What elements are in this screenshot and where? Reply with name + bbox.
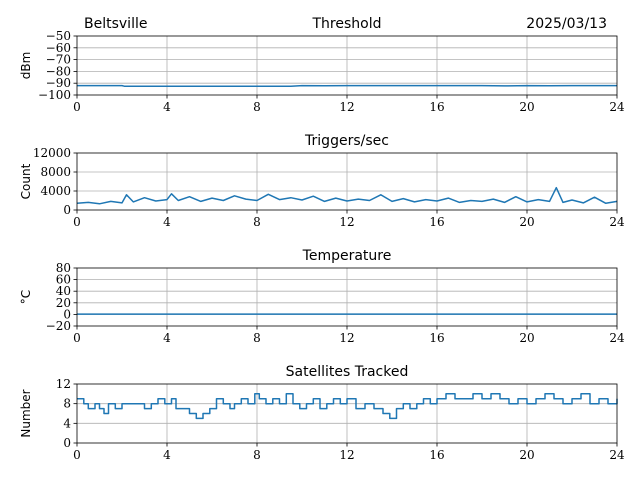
satellites-ytick-label: 0 bbox=[63, 436, 71, 450]
satellites-title: Satellites Tracked bbox=[286, 364, 409, 380]
triggers-ytick-label: 0 bbox=[63, 203, 71, 217]
triggers-ytick-label: 12000 bbox=[33, 146, 71, 160]
satellites-xtick-label: 16 bbox=[429, 448, 444, 462]
temperature-xtick-label: 24 bbox=[609, 331, 625, 345]
station-label: Beltsville bbox=[84, 16, 147, 32]
threshold-ytick-label: −70 bbox=[46, 53, 71, 67]
temperature-xtick-label: 4 bbox=[163, 331, 171, 345]
threshold-ytick-label: −100 bbox=[38, 88, 71, 102]
temperature-xtick-label: 12 bbox=[339, 331, 354, 345]
threshold-xtick-label: 12 bbox=[339, 100, 354, 114]
temperature-ytick-label: 80 bbox=[56, 261, 71, 275]
temperature-ytick-label: 40 bbox=[56, 284, 71, 298]
threshold-series-line bbox=[77, 84, 617, 87]
temperature-ytick-label: 20 bbox=[56, 296, 71, 310]
threshold-title: Threshold bbox=[312, 16, 382, 32]
triggers-xtick-label: 0 bbox=[73, 215, 81, 229]
temperature-xtick-label: 8 bbox=[253, 331, 261, 345]
temperature-ylabel: °C bbox=[19, 290, 33, 304]
satellites-xtick-label: 24 bbox=[609, 448, 625, 462]
temperature-ytick-label: 60 bbox=[56, 273, 71, 287]
triggers-xtick-label: 12 bbox=[339, 215, 354, 229]
temperature-ytick-label: −20 bbox=[46, 319, 71, 333]
panel-satellites: 0 4 8 12 16 20 24 0 4 8 12 Satellites Tracked Number bbox=[19, 364, 625, 462]
triggers-xtick-label: 24 bbox=[609, 215, 625, 229]
triggers-xtick-label: 20 bbox=[519, 215, 534, 229]
triggers-series-line bbox=[76, 186, 618, 205]
satellites-ytick-label: 12 bbox=[56, 377, 71, 391]
satellites-xtick-label: 4 bbox=[163, 448, 171, 462]
threshold-xtick-label: 8 bbox=[253, 100, 261, 114]
satellites-ylabel: Number bbox=[19, 389, 33, 437]
satellites-xtick-label: 12 bbox=[339, 448, 354, 462]
threshold-xtick-label: 24 bbox=[609, 100, 625, 114]
temperature-ytick-label: 0 bbox=[63, 307, 71, 321]
triggers-title: Triggers/sec bbox=[304, 133, 389, 149]
temperature-xtick-label: 0 bbox=[73, 331, 81, 345]
satellites-series-line bbox=[77, 393, 618, 420]
threshold-ytick-label: −90 bbox=[46, 76, 71, 90]
threshold-xtick-label: 4 bbox=[163, 100, 171, 114]
satellites-xtick-label: 20 bbox=[519, 448, 534, 462]
threshold-xtick-label: 20 bbox=[519, 100, 534, 114]
threshold-ylabel: dBm bbox=[19, 52, 33, 80]
temperature-xtick-label: 16 bbox=[429, 331, 444, 345]
panel-threshold: 0 4 8 12 16 20 24 −100−90−80−70−60−50 Threshold d… bbox=[19, 16, 625, 114]
triggers-xtick-label: 8 bbox=[253, 215, 261, 229]
triggers-xtick-label: 16 bbox=[429, 215, 444, 229]
satellites-xtick-label: 0 bbox=[73, 448, 81, 462]
date-label: 2025/03/13 bbox=[526, 16, 607, 32]
temperature-title: Temperature bbox=[302, 248, 392, 264]
satellites-xtick-label: 8 bbox=[253, 448, 261, 462]
panel-triggers: 0 4 8 12 16 20 24 0 4000 8000 12000 Triggers/sec Cou… bbox=[19, 133, 625, 229]
temperature-xtick-label: 20 bbox=[519, 331, 534, 345]
threshold-ytick-label: −50 bbox=[46, 29, 71, 43]
triggers-ytick-label: 4000 bbox=[40, 184, 71, 198]
satellites-ytick-label: 4 bbox=[63, 416, 71, 430]
threshold-ytick-label: −80 bbox=[46, 64, 71, 78]
threshold-xtick-label: 16 bbox=[429, 100, 444, 114]
triggers-ytick-label: 8000 bbox=[40, 165, 71, 179]
triggers-ylabel: Count bbox=[19, 163, 33, 199]
threshold-xtick-label: 0 bbox=[73, 100, 81, 114]
triggers-xtick-label: 4 bbox=[163, 215, 171, 229]
threshold-ytick-label: −60 bbox=[46, 41, 71, 55]
satellites-ytick-label: 8 bbox=[63, 397, 71, 411]
